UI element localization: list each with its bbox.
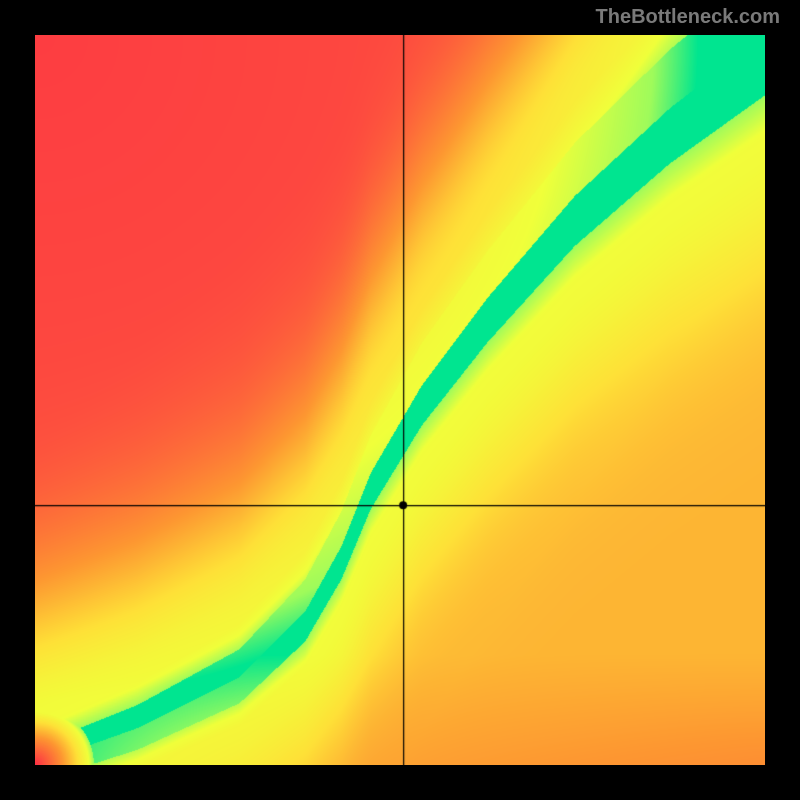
chart-container: TheBottleneck.com	[0, 0, 800, 800]
plot-frame	[35, 35, 765, 765]
heatmap-canvas	[35, 35, 765, 765]
watermark-text: TheBottleneck.com	[596, 6, 780, 29]
